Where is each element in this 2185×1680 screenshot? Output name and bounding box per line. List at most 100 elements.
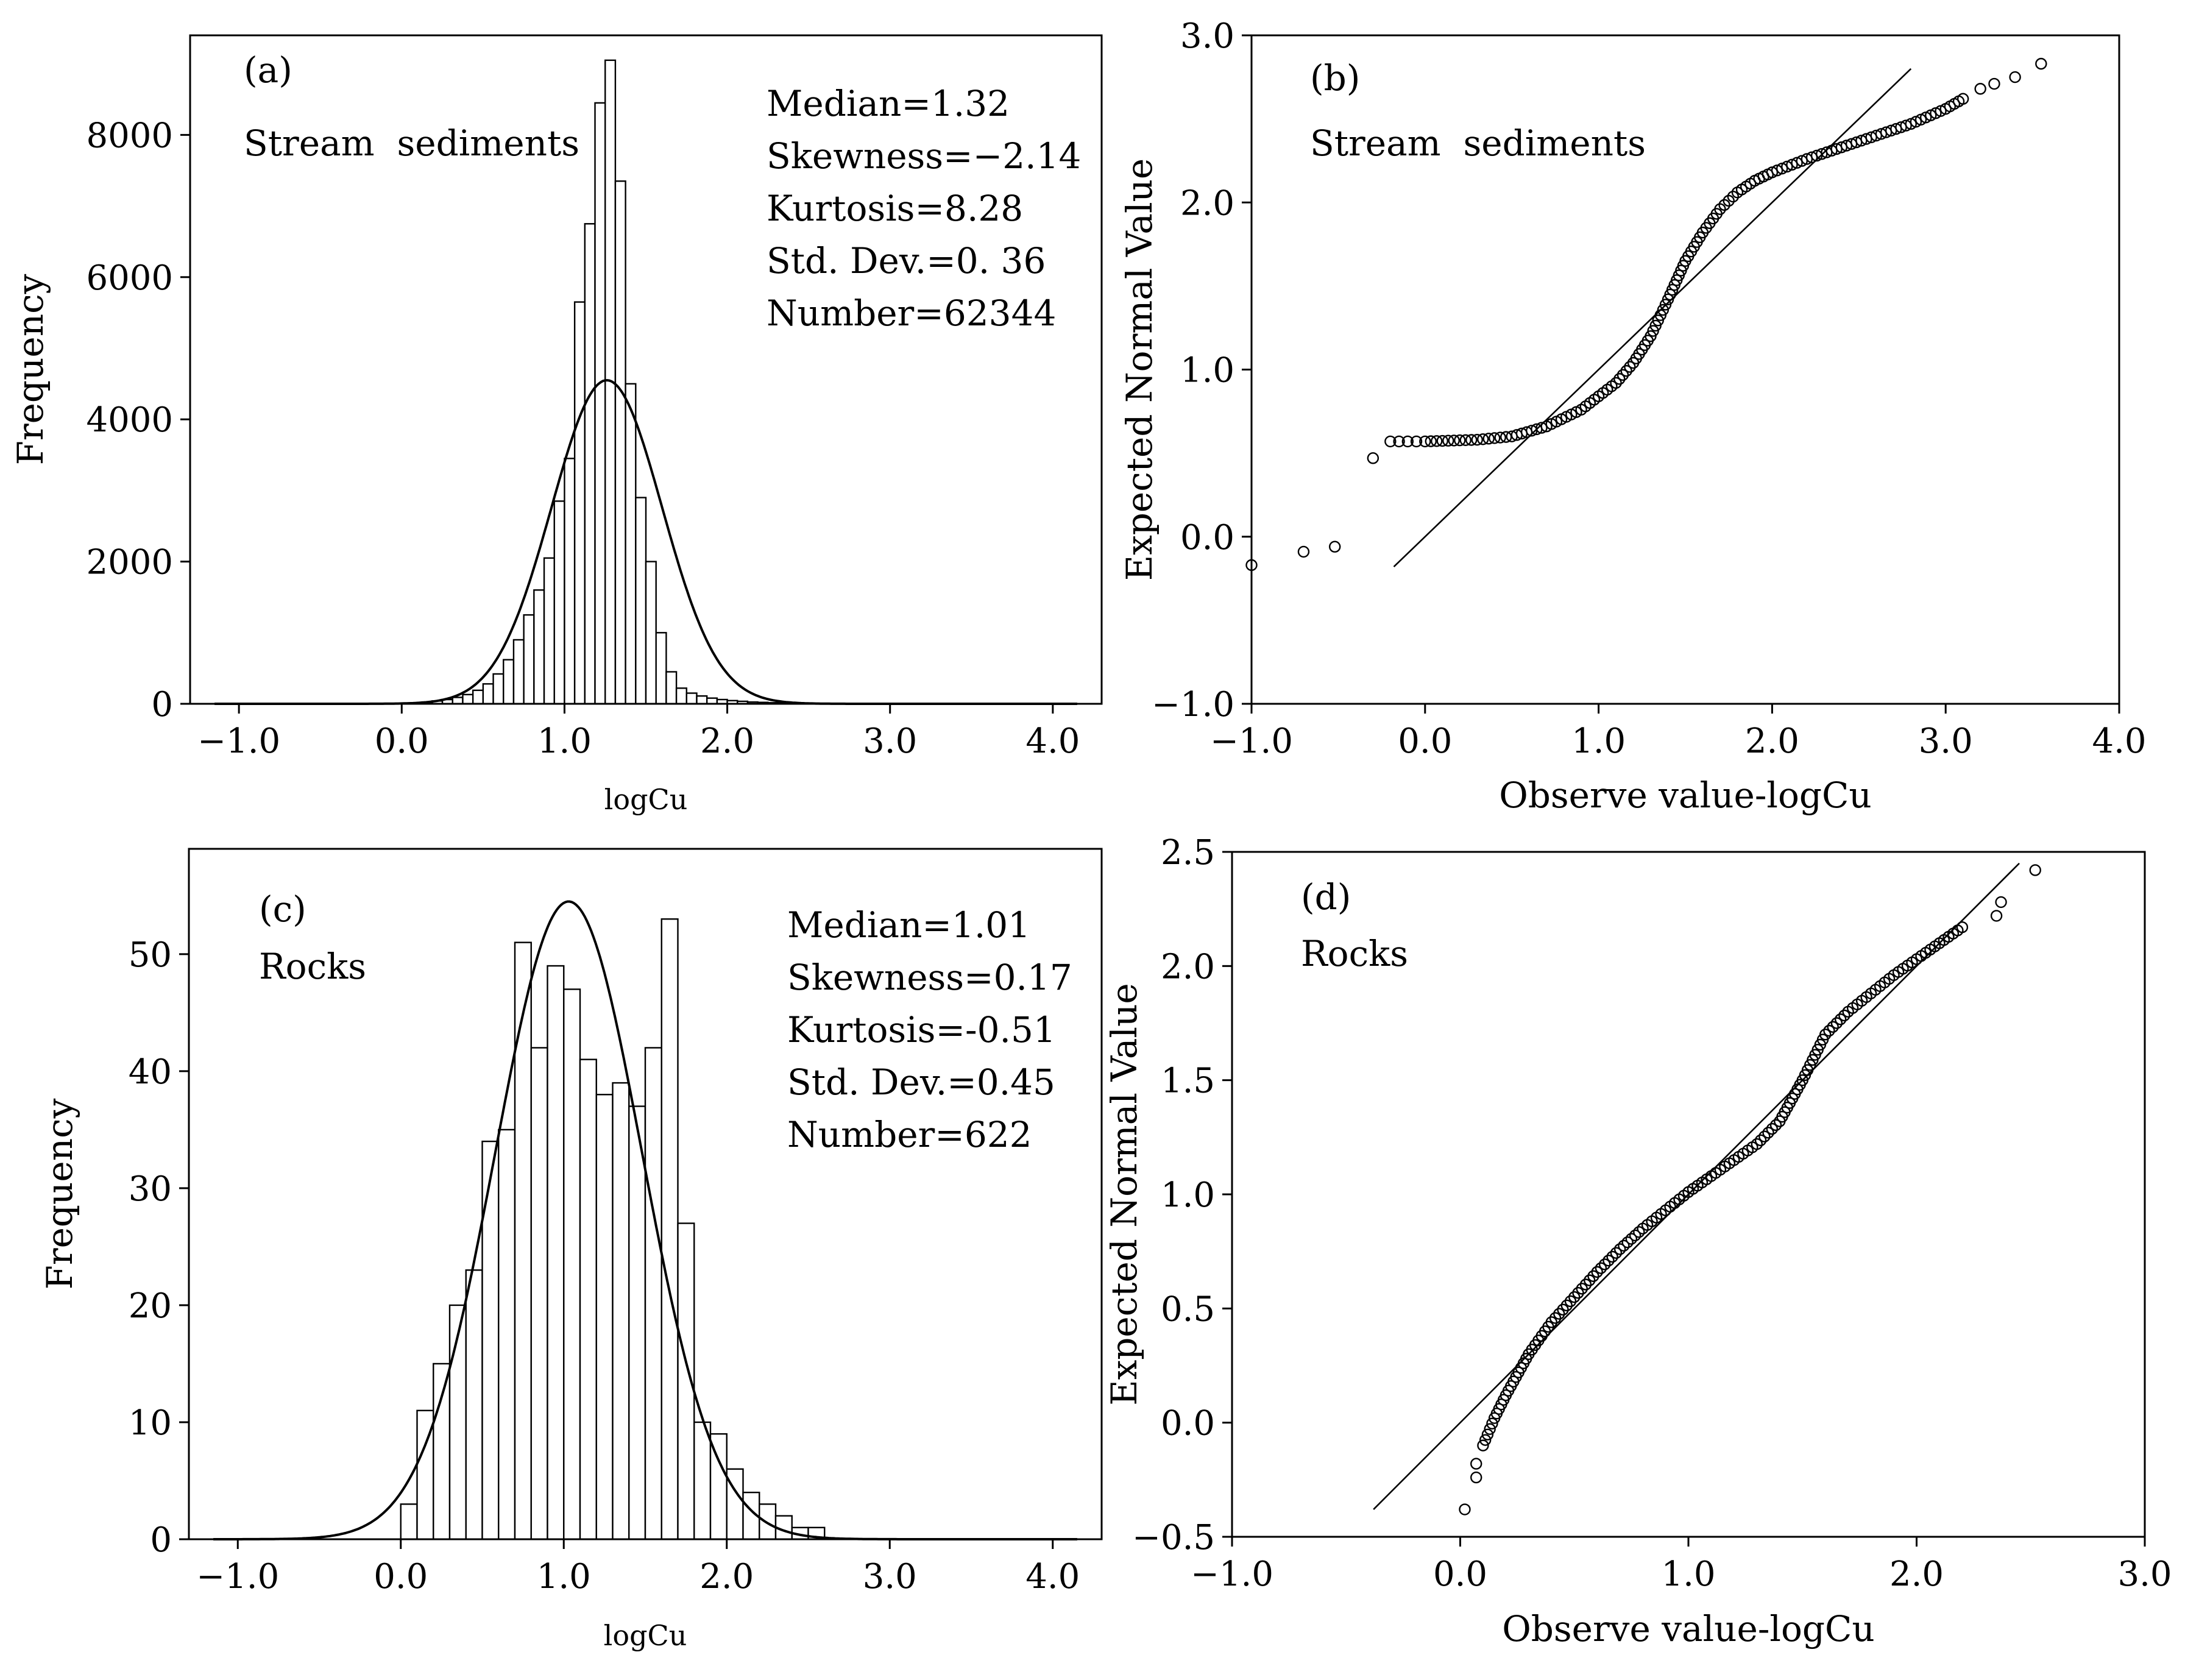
data-point xyxy=(1591,1266,1603,1278)
stat-line: Median=1.01 xyxy=(787,904,1030,946)
stat-line: Skewness=−2.14 xyxy=(767,135,1081,177)
y-tick-label: 2.5 xyxy=(1161,833,1215,873)
data-point xyxy=(1477,1439,1489,1451)
data-point xyxy=(1827,1021,1839,1033)
x-axis-label: Observe value-logCu xyxy=(1502,1608,1875,1650)
histogram-bar xyxy=(594,102,606,705)
data-point xyxy=(1549,1312,1562,1324)
data-point xyxy=(1401,435,1414,448)
data-point xyxy=(1621,1236,1634,1249)
data-point xyxy=(1629,1229,1641,1242)
y-tick-label: 2.0 xyxy=(1161,947,1215,987)
y-axis-label: Frequency xyxy=(10,274,51,465)
histogram-bar xyxy=(553,500,565,705)
data-point xyxy=(1957,93,1969,105)
data-point xyxy=(1900,119,1912,132)
y-tick-label: 4000 xyxy=(86,400,173,440)
data-point xyxy=(1625,1233,1638,1245)
histogram-bar xyxy=(492,673,505,705)
data-point xyxy=(1393,435,1405,448)
stat-line: Std. Dev.=0. 36 xyxy=(767,240,1046,282)
y-axis-label: Expected Normal Value xyxy=(1119,158,1160,581)
x-tick-label: 1.0 xyxy=(1661,1554,1715,1594)
histogram-bar xyxy=(512,639,525,705)
data-point xyxy=(1384,435,1397,448)
data-point xyxy=(1727,190,1740,203)
histogram-bar xyxy=(644,1047,662,1540)
y-tick-label: 40 xyxy=(129,1052,172,1092)
data-point xyxy=(1471,433,1483,446)
data-point xyxy=(1830,1017,1843,1029)
data-point xyxy=(1618,1239,1630,1252)
data-point xyxy=(1769,1119,1782,1132)
x-tick-label: 4.0 xyxy=(1025,1557,1080,1597)
x-tick-label: 3.0 xyxy=(863,721,917,761)
y-tick-label: 1.5 xyxy=(1161,1062,1215,1101)
y-tick-label: 1.0 xyxy=(1180,351,1234,391)
data-point xyxy=(1297,545,1310,558)
x-tick-label: 4.0 xyxy=(2092,721,2146,761)
data-point xyxy=(1602,1254,1615,1267)
data-point xyxy=(1553,1308,1565,1320)
histogram-bar xyxy=(696,695,708,705)
y-tick-label: 0 xyxy=(151,685,173,725)
y-tick-label: 20 xyxy=(129,1286,172,1326)
x-tick-label: 0.0 xyxy=(1398,721,1452,761)
y-tick-label: 0.5 xyxy=(1161,1289,1215,1329)
y-axis-label: Frequency xyxy=(39,1098,80,1289)
data-point xyxy=(1995,896,2007,909)
x-tick-label: 2.0 xyxy=(1889,1554,1944,1594)
sample-label: Rocks xyxy=(1301,933,1408,974)
y-tick-label: 0.0 xyxy=(1161,1404,1215,1444)
panel-label: (a) xyxy=(244,49,292,91)
data-point xyxy=(1606,1250,1618,1263)
data-point xyxy=(1762,1127,1774,1139)
histogram-bar xyxy=(433,1363,451,1540)
histogram-bar xyxy=(530,1047,548,1540)
histogram-bar xyxy=(514,941,532,1540)
data-point xyxy=(1796,155,1808,167)
data-point xyxy=(1410,435,1423,448)
y-tick-label: 30 xyxy=(129,1169,172,1209)
histogram-bar xyxy=(614,180,626,705)
histogram-bar xyxy=(564,458,576,705)
y-tick-label: 0 xyxy=(150,1520,172,1560)
data-point xyxy=(1990,910,2003,922)
data-point xyxy=(1481,1428,1494,1441)
sample-label: Stream sediments xyxy=(244,122,579,164)
data-point xyxy=(1587,1270,1599,1282)
x-tick-label: −1.0 xyxy=(197,721,280,761)
x-tick-label: 1.0 xyxy=(537,721,592,761)
histogram-bar xyxy=(584,223,596,705)
data-point xyxy=(1572,1287,1584,1299)
data-point xyxy=(1448,434,1460,447)
data-point xyxy=(1776,162,1788,175)
data-point xyxy=(1486,1417,1498,1430)
histogram-bar xyxy=(573,301,586,705)
data-point xyxy=(1956,921,1969,934)
x-tick-label: 2.0 xyxy=(1745,721,1799,761)
histogram-bar xyxy=(543,557,555,705)
data-point xyxy=(1470,1471,1482,1484)
plot-frame xyxy=(188,848,1103,1540)
data-point xyxy=(1834,1013,1847,1026)
data-point xyxy=(2035,57,2047,70)
data-point xyxy=(1613,1243,1626,1255)
y-tick-label: −1.0 xyxy=(1152,685,1234,725)
histogram-bar xyxy=(709,1433,728,1540)
data-point xyxy=(1624,361,1636,373)
data-point xyxy=(1560,1299,1573,1312)
panel-a-histogram: −1.0 0.0 1.0 2.0 3.0 4.0 0 2000 4000 6000 8000 logC… xyxy=(10,34,1103,816)
data-point xyxy=(1598,1258,1611,1271)
data-point xyxy=(1786,158,1798,171)
data-point xyxy=(1564,1295,1577,1308)
y-tick-label: 6000 xyxy=(86,258,173,298)
stat-line: Number=62344 xyxy=(767,292,1056,334)
data-point xyxy=(1367,452,1379,464)
data-point xyxy=(1329,541,1341,553)
y-tick-label: −0.5 xyxy=(1132,1518,1215,1558)
data-point xyxy=(1442,434,1454,447)
y-tick-label: 0.0 xyxy=(1180,518,1234,558)
x-axis-label: logCu xyxy=(604,1619,687,1652)
y-tick-label: 50 xyxy=(129,935,172,975)
